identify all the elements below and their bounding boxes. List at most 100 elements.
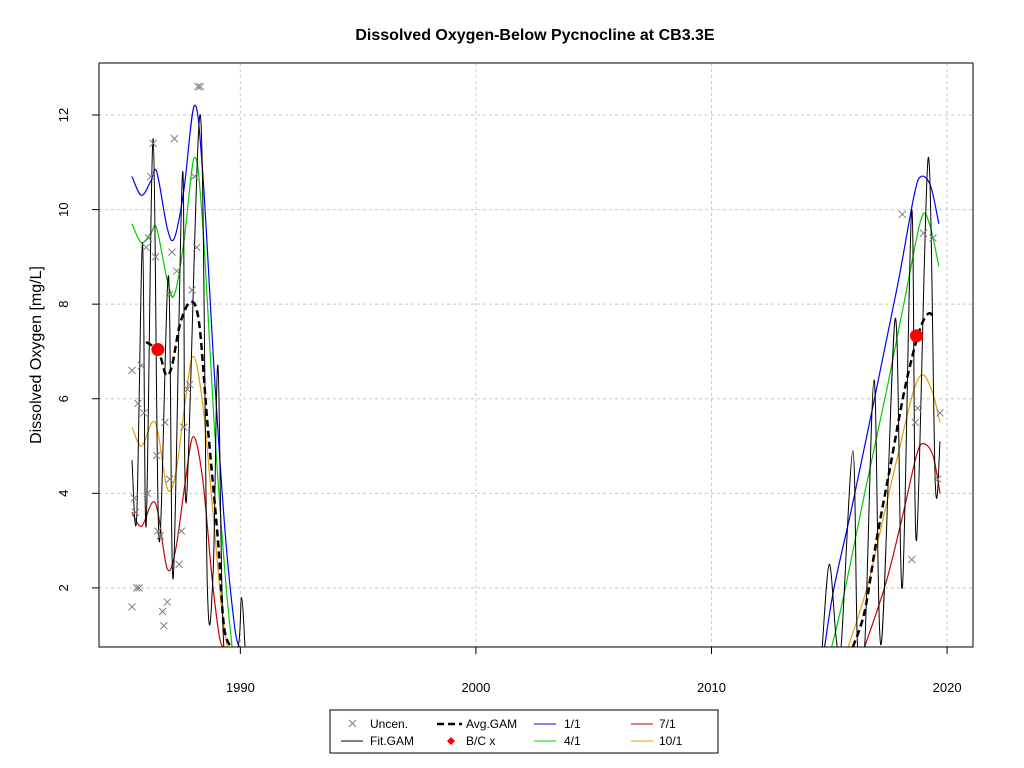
observation-point xyxy=(131,508,140,517)
observation-stroke xyxy=(161,418,169,427)
observation-stroke xyxy=(135,584,143,592)
season-7-1-line xyxy=(864,443,941,647)
observation-point xyxy=(134,399,142,408)
observation-point xyxy=(151,253,160,261)
legend-uncen-marker xyxy=(348,719,357,728)
observation-stroke xyxy=(929,234,937,242)
y-tick-label: 10 xyxy=(56,202,71,216)
observation-stroke xyxy=(130,494,139,502)
y-tick-label: 4 xyxy=(56,490,71,497)
season-1-1-line xyxy=(823,175,940,647)
legend: Uncen. Fit.GAM Avg.GAM B/C x 1/1 4/1 7/1… xyxy=(329,709,719,754)
observation-point xyxy=(172,267,181,275)
legend-box xyxy=(329,709,719,754)
observation-point xyxy=(143,489,152,498)
legend-apr-label: 4/1 xyxy=(564,734,581,748)
observation-point xyxy=(913,404,922,413)
observation-point xyxy=(149,139,158,148)
observation-stroke xyxy=(146,172,155,181)
observation-stroke xyxy=(152,451,161,460)
observation-point xyxy=(188,286,196,294)
bc-point xyxy=(909,329,923,343)
observation-stroke xyxy=(156,532,165,540)
observation-point xyxy=(146,172,155,181)
observation-point xyxy=(183,385,192,394)
observation-stroke xyxy=(159,621,168,630)
observation-point xyxy=(128,366,136,375)
grid xyxy=(99,63,973,647)
observation-stroke xyxy=(137,361,146,370)
observation-point xyxy=(179,423,188,431)
observation-point xyxy=(919,229,928,238)
observation-stroke xyxy=(911,418,920,427)
observation-point xyxy=(156,532,165,540)
observation-point xyxy=(898,210,907,219)
observation-stroke xyxy=(919,229,928,238)
observation-stroke xyxy=(149,139,158,148)
observation-stroke xyxy=(192,243,201,252)
observation-stroke xyxy=(134,399,142,408)
observation-point xyxy=(177,527,186,535)
observations-layer xyxy=(128,82,944,630)
observation-point xyxy=(163,598,172,606)
season-4-1-line xyxy=(831,212,940,647)
observation-point xyxy=(132,584,141,592)
observation-stroke xyxy=(936,409,944,417)
observation-point xyxy=(165,475,174,483)
y-tick-label: 12 xyxy=(56,108,71,122)
legend-uncen-label: Uncen. xyxy=(370,717,408,731)
observation-stroke xyxy=(144,234,153,242)
observation-stroke xyxy=(196,82,205,91)
avg-gam-line xyxy=(851,311,936,647)
observation-stroke xyxy=(154,527,162,535)
observation-point xyxy=(185,380,194,389)
observation-stroke xyxy=(165,290,174,299)
observation-stroke xyxy=(158,607,167,616)
observation-stroke xyxy=(128,602,136,611)
legend-oct-label: 10/1 xyxy=(659,734,683,748)
observation-stroke xyxy=(172,267,181,275)
observation-point xyxy=(175,560,183,569)
legend-bc-label: B/C x xyxy=(466,734,495,748)
legend-avggam-label: Avg.GAM xyxy=(466,717,517,731)
observation-point xyxy=(159,621,168,630)
observation-point xyxy=(142,243,150,252)
observation-stroke xyxy=(933,475,942,483)
observation-stroke xyxy=(143,489,152,498)
avg-gam-line xyxy=(145,300,233,647)
observation-stroke xyxy=(139,409,148,417)
observation-point xyxy=(152,451,161,460)
observation-stroke xyxy=(151,253,160,261)
legend-jan-label: 1/1 xyxy=(564,717,581,731)
y-tick-label: 2 xyxy=(56,584,71,591)
observation-stroke xyxy=(188,286,196,294)
observation-point xyxy=(154,527,162,535)
y-axis-label: Dissolved Oxygen [mg/L] xyxy=(28,266,45,444)
observation-point xyxy=(128,602,136,611)
observation-stroke xyxy=(175,560,183,569)
observation-point xyxy=(168,248,176,257)
observation-point xyxy=(933,475,942,483)
observation-stroke xyxy=(190,172,199,181)
observation-point xyxy=(139,409,148,417)
observation-point xyxy=(936,409,944,417)
observation-stroke xyxy=(128,366,136,375)
plot-frame xyxy=(98,62,974,648)
observation-point xyxy=(190,172,199,181)
observation-point xyxy=(907,555,916,564)
x-tick-label: 2020 xyxy=(933,680,962,695)
observation-stroke xyxy=(165,475,174,483)
observation-point xyxy=(161,418,169,427)
observation-point xyxy=(196,82,205,91)
observation-point xyxy=(144,234,153,242)
observation-stroke xyxy=(898,210,907,219)
observation-point xyxy=(911,418,920,427)
observation-stroke xyxy=(131,508,140,517)
observation-point xyxy=(170,134,179,143)
legend-bc-marker xyxy=(447,737,455,745)
observation-point xyxy=(165,290,174,299)
y-tick-label: 8 xyxy=(56,301,71,308)
y-tick-label: 6 xyxy=(56,395,71,402)
observation-stroke xyxy=(177,527,186,535)
